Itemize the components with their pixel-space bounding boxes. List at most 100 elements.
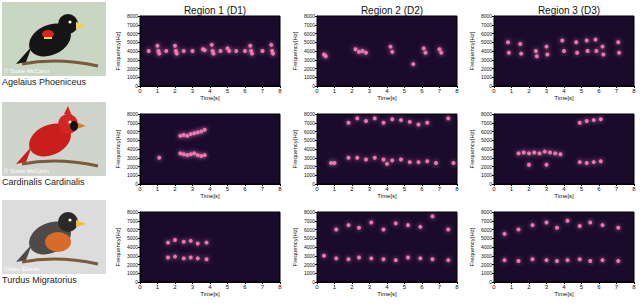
svg-text:5000: 5000 — [304, 137, 315, 143]
svg-text:7000: 7000 — [304, 218, 315, 224]
svg-text:Time[s]: Time[s] — [554, 95, 574, 101]
svg-text:6: 6 — [420, 186, 424, 192]
svg-text:Region 2 (D2): Region 2 (D2) — [361, 5, 423, 16]
svg-text:2: 2 — [527, 186, 531, 192]
svg-text:1000: 1000 — [127, 74, 138, 80]
svg-text:8000: 8000 — [304, 111, 315, 117]
svg-text:3000: 3000 — [304, 155, 315, 161]
svg-text:5000: 5000 — [304, 235, 315, 241]
svg-text:6: 6 — [597, 186, 601, 192]
svg-text:5: 5 — [403, 284, 407, 290]
svg-text:8: 8 — [278, 186, 282, 192]
svg-text:7: 7 — [615, 186, 619, 192]
svg-text:4000: 4000 — [304, 146, 315, 152]
svg-text:6000: 6000 — [304, 129, 315, 135]
svg-text:0: 0 — [492, 284, 496, 290]
svg-text:8: 8 — [632, 186, 636, 192]
svg-text:Frequency[Hz]: Frequency[Hz] — [115, 227, 121, 266]
svg-text:Frequency[Hz]: Frequency[Hz] — [292, 129, 298, 168]
svg-text:0: 0 — [492, 186, 496, 192]
svg-text:5000: 5000 — [127, 39, 138, 45]
svg-text:5: 5 — [403, 186, 407, 192]
svg-text:7: 7 — [261, 284, 265, 290]
svg-text:1: 1 — [333, 284, 337, 290]
svg-text:Frequency[Hz]: Frequency[Hz] — [469, 227, 475, 266]
svg-text:7: 7 — [261, 186, 265, 192]
svg-text:4000: 4000 — [304, 244, 315, 250]
svg-text:8000: 8000 — [304, 209, 315, 215]
svg-text:8: 8 — [455, 88, 459, 94]
svg-text:1: 1 — [333, 186, 337, 192]
svg-text:5: 5 — [226, 186, 230, 192]
svg-text:4000: 4000 — [127, 244, 138, 250]
svg-text:4: 4 — [562, 284, 566, 290]
svg-text:4: 4 — [385, 284, 389, 290]
svg-text:2: 2 — [527, 284, 531, 290]
svg-text:2: 2 — [350, 88, 354, 94]
svg-text:2000: 2000 — [304, 164, 315, 170]
svg-text:7000: 7000 — [127, 218, 138, 224]
svg-text:8: 8 — [278, 88, 282, 94]
svg-text:0: 0 — [315, 88, 319, 94]
svg-text:6: 6 — [420, 88, 424, 94]
svg-text:5000: 5000 — [481, 235, 492, 241]
svg-text:4: 4 — [208, 284, 212, 290]
svg-text:5: 5 — [580, 284, 584, 290]
svg-text:8: 8 — [632, 88, 636, 94]
svg-text:4000: 4000 — [481, 244, 492, 250]
svg-text:7000: 7000 — [481, 218, 492, 224]
svg-text:5: 5 — [403, 88, 407, 94]
svg-text:2000: 2000 — [481, 262, 492, 268]
svg-text:0: 0 — [492, 88, 496, 94]
svg-text:1000: 1000 — [304, 172, 315, 178]
svg-text:8000: 8000 — [127, 111, 138, 117]
svg-text:2: 2 — [350, 186, 354, 192]
svg-text:2: 2 — [173, 284, 177, 290]
svg-text:6: 6 — [597, 284, 601, 290]
svg-text:3: 3 — [545, 284, 549, 290]
svg-text:4000: 4000 — [127, 146, 138, 152]
svg-text:Time[s]: Time[s] — [377, 193, 397, 199]
svg-text:5: 5 — [226, 284, 230, 290]
svg-text:1: 1 — [156, 186, 160, 192]
svg-text:3: 3 — [545, 186, 549, 192]
svg-text:7000: 7000 — [304, 22, 315, 28]
svg-text:1: 1 — [156, 284, 160, 290]
svg-text:3000: 3000 — [127, 155, 138, 161]
svg-text:Time[s]: Time[s] — [200, 95, 220, 101]
svg-text:8000: 8000 — [481, 13, 492, 19]
svg-text:1: 1 — [510, 186, 514, 192]
svg-text:0: 0 — [315, 186, 319, 192]
svg-text:3: 3 — [368, 88, 372, 94]
svg-text:7: 7 — [438, 88, 442, 94]
svg-text:6000: 6000 — [304, 31, 315, 37]
svg-text:5000: 5000 — [481, 137, 492, 143]
svg-text:1000: 1000 — [127, 172, 138, 178]
svg-text:2000: 2000 — [481, 66, 492, 72]
svg-text:6000: 6000 — [481, 227, 492, 233]
svg-text:© Suzie McCann: © Suzie McCann — [4, 68, 49, 74]
svg-text:2000: 2000 — [127, 164, 138, 170]
svg-text:6: 6 — [243, 88, 247, 94]
svg-text:5: 5 — [226, 88, 230, 94]
svg-text:8: 8 — [455, 284, 459, 290]
svg-text:7000: 7000 — [127, 22, 138, 28]
svg-text:1: 1 — [510, 284, 514, 290]
svg-text:4000: 4000 — [127, 48, 138, 54]
svg-text:Frequency[Hz]: Frequency[Hz] — [292, 31, 298, 70]
svg-text:1000: 1000 — [481, 74, 492, 80]
svg-text:0: 0 — [315, 284, 319, 290]
svg-text:8000: 8000 — [481, 111, 492, 117]
svg-text:Time[s]: Time[s] — [377, 291, 397, 297]
svg-text:4: 4 — [208, 88, 212, 94]
svg-text:5000: 5000 — [127, 235, 138, 241]
svg-text:Frequency[Hz]: Frequency[Hz] — [115, 31, 121, 70]
svg-text:4: 4 — [208, 186, 212, 192]
svg-text:6000: 6000 — [127, 129, 138, 135]
svg-text:2: 2 — [527, 88, 531, 94]
svg-text:6000: 6000 — [127, 31, 138, 37]
svg-text:1: 1 — [156, 88, 160, 94]
svg-text:0: 0 — [138, 284, 142, 290]
svg-text:3: 3 — [191, 186, 195, 192]
svg-text:Region 3 (D3): Region 3 (D3) — [538, 5, 600, 16]
